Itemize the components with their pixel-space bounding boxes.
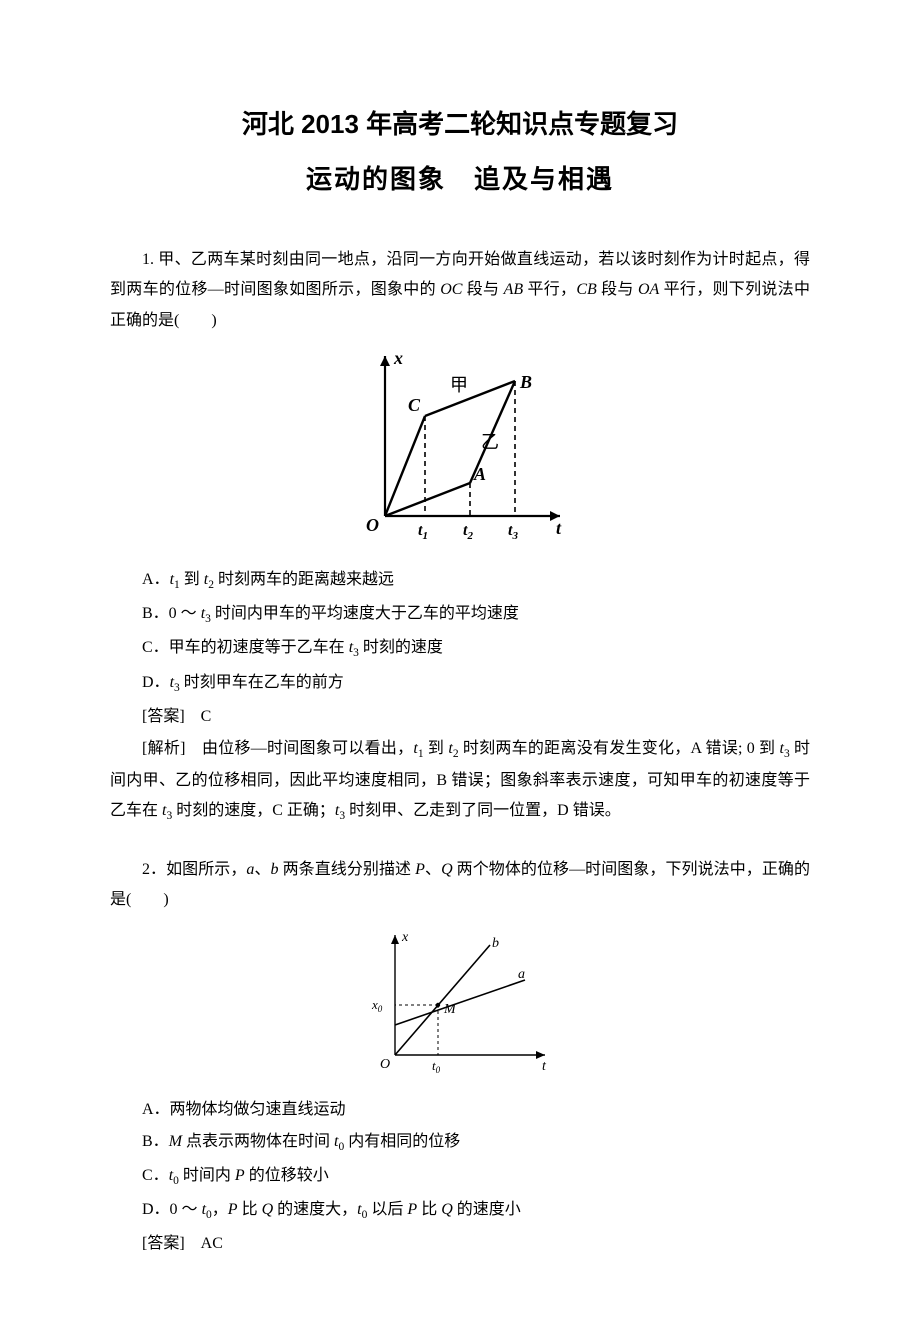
q2-option-b: B．M 点表示两物体在时间 t0 内有相同的位移 bbox=[110, 1127, 810, 1159]
q1-d-suffix: 时刻甲车在乙车的前方 bbox=[180, 674, 344, 691]
q2-d-mid4: 以后 bbox=[367, 1201, 407, 1218]
q1-b-suffix: 时间内甲车的平均速度大于乙车的平均速度 bbox=[211, 605, 519, 622]
q2-o-label: O bbox=[380, 1057, 390, 1072]
q1-d-prefix: D． bbox=[142, 674, 170, 691]
q1-b-label: B bbox=[519, 372, 532, 392]
q1-answer: [答案] C bbox=[110, 702, 810, 732]
q1-t1-label: t1 bbox=[418, 522, 428, 542]
q2-q: Q bbox=[441, 861, 453, 878]
q2-stem-prefix: 2．如图所示， bbox=[142, 861, 246, 878]
q1-stem-mid2: 平行， bbox=[523, 281, 576, 298]
q2-d-q1: Q bbox=[262, 1201, 274, 1218]
q1-stem-mid3: 段与 bbox=[597, 281, 638, 298]
q1-option-b: B．0 ～ t3 时间内甲车的平均速度大于乙车的平均速度 bbox=[110, 599, 810, 631]
q1-diagram-wrap: O x t C B A 甲 乙 t1 t2 t3 bbox=[110, 346, 810, 557]
q2-diagram: O x t a b M x0 t0 bbox=[360, 925, 560, 1075]
q1-expl-mid2: 时刻两车的距离没有发生变化，A 错误; 0 到 bbox=[459, 740, 780, 757]
q2-d-mid1: ， bbox=[212, 1201, 228, 1218]
q2-c-p: P bbox=[235, 1167, 245, 1184]
q2-d-q2: Q bbox=[441, 1201, 453, 1218]
q1-o-label: O bbox=[366, 515, 379, 535]
q2-d-suffix: 的速度小 bbox=[453, 1201, 521, 1218]
q1-option-c: C．甲车的初速度等于乙车在 t3 时刻的速度 bbox=[110, 633, 810, 665]
q2-d-mid2: 比 bbox=[238, 1201, 262, 1218]
q1-c-prefix: C．甲车的初速度等于乙车在 bbox=[142, 639, 349, 656]
q2-stem-mid3: 、 bbox=[425, 861, 441, 878]
q1-a-suffix: 时刻两车的距离越来越远 bbox=[214, 571, 394, 588]
q2-t0-label: t0 bbox=[432, 1058, 441, 1075]
q1-y-label: x bbox=[393, 348, 403, 368]
q1-t3-label: t3 bbox=[508, 522, 518, 542]
q2-c-mid: 时间内 bbox=[179, 1167, 235, 1184]
q2-c-prefix: C． bbox=[142, 1167, 169, 1184]
q1-x-label: t bbox=[556, 518, 562, 538]
q1-jia-label: 甲 bbox=[450, 375, 468, 395]
q2-x0-label: x0 bbox=[371, 997, 383, 1014]
q1-c-suffix: 时刻的速度 bbox=[359, 639, 443, 656]
q1-c-label: C bbox=[408, 395, 421, 415]
q2-d-mid5: 比 bbox=[417, 1201, 441, 1218]
q1-expl-mid4: 时刻的速度，C 正确； bbox=[172, 802, 335, 819]
q2-m-label: M bbox=[443, 1002, 457, 1017]
q2-b-m: M bbox=[169, 1133, 182, 1150]
q2-b-mid: 点表示两物体在时间 bbox=[182, 1133, 334, 1150]
q1-option-a: A．t1 到 t2 时刻两车的距离越来越远 bbox=[110, 565, 810, 597]
q2-answer: [答案] AC bbox=[110, 1229, 810, 1259]
q1-a-label: A bbox=[473, 464, 486, 484]
q1-expl-suffix: 时刻甲、乙走到了同一位置，D 错误。 bbox=[345, 802, 621, 819]
q1-stem-mid1: 段与 bbox=[462, 281, 503, 298]
q2-b: b bbox=[271, 861, 279, 878]
q1-b-prefix: B．0 ～ bbox=[142, 605, 201, 622]
q2-p: P bbox=[415, 861, 425, 878]
q2-option-a: A．两物体均做匀速直线运动 bbox=[110, 1095, 810, 1125]
q2-stem: 2．如图所示，a、b 两条直线分别描述 P、Q 两个物体的位移—时间图象，下列说… bbox=[110, 855, 810, 916]
q2-option-c: C．t0 时间内 P 的位移较小 bbox=[110, 1161, 810, 1193]
page-title-main: 河北 2013 年高考二轮知识点专题复习 bbox=[110, 100, 810, 149]
q1-expl-mid1: 到 bbox=[424, 740, 449, 757]
q1-seg-ab: AB bbox=[504, 281, 524, 298]
q2-y-label: x bbox=[401, 930, 409, 945]
q1-seg-oa: OA bbox=[638, 281, 659, 298]
q2-d-p1: P bbox=[228, 1201, 238, 1218]
q2-a-label: a bbox=[518, 967, 525, 982]
q1-a-mid: 到 bbox=[180, 571, 204, 588]
q2-b-label: b bbox=[492, 936, 499, 951]
q2-d-mid3: 的速度大， bbox=[273, 1201, 357, 1218]
q1-yi-label: 乙 bbox=[481, 432, 499, 452]
q1-stem: 1. 甲、乙两车某时刻由同一地点，沿同一方向开始做直线运动，若以该时刻作为计时起… bbox=[110, 245, 810, 336]
q1-seg-cb: CB bbox=[576, 281, 596, 298]
q1-expl-prefix: [解析] 由位移—时间图象可以看出， bbox=[142, 740, 413, 757]
q2-diagram-wrap: O x t a b M x0 t0 bbox=[110, 925, 810, 1086]
q2-b-suffix: 内有相同的位移 bbox=[344, 1133, 460, 1150]
q2-stem-mid2: 两条直线分别描述 bbox=[279, 861, 416, 878]
q2-option-d: D．0 ～ t0，P 比 Q 的速度大，t0 以后 P 比 Q 的速度小 bbox=[110, 1195, 810, 1227]
q2-d-p2: P bbox=[407, 1201, 417, 1218]
q2-x-label: t bbox=[542, 1059, 547, 1074]
q1-explanation: [解析] 由位移—时间图象可以看出，t1 到 t2 时刻两车的距离没有发生变化，… bbox=[110, 734, 810, 829]
q1-t2-label: t2 bbox=[463, 522, 473, 542]
page-title-sub: 运动的图象 追及与相遇 bbox=[110, 155, 810, 204]
q2-c-suffix: 的位移较小 bbox=[245, 1167, 329, 1184]
q1-seg-oc: OC bbox=[440, 281, 462, 298]
q2-d-prefix: D．0 ～ bbox=[142, 1201, 202, 1218]
q1-diagram: O x t C B A 甲 乙 t1 t2 t3 bbox=[350, 346, 570, 546]
q2-stem-mid1: 、 bbox=[254, 861, 270, 878]
q1-option-d: D．t3 时刻甲车在乙车的前方 bbox=[110, 668, 810, 700]
q2-b-prefix: B． bbox=[142, 1133, 169, 1150]
q1-a-prefix: A． bbox=[142, 571, 170, 588]
